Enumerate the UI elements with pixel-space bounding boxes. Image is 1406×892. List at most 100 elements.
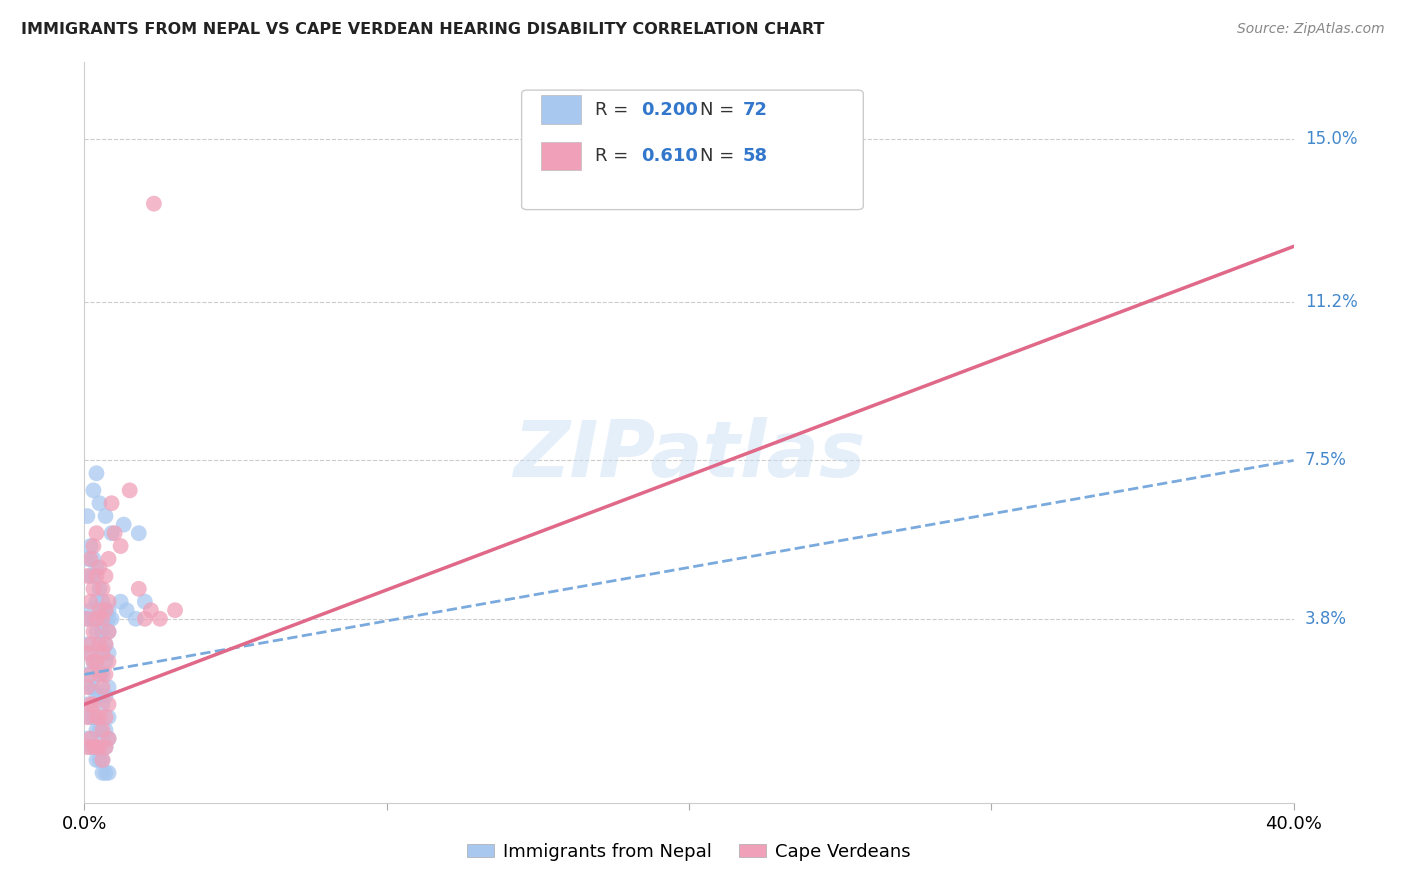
Point	[86, 624, 108, 639]
Point	[86, 612, 108, 626]
Point	[91, 612, 114, 626]
Point	[97, 710, 120, 724]
Point	[86, 595, 108, 609]
Point	[76, 552, 98, 566]
Point	[97, 765, 120, 780]
Point	[79, 539, 101, 553]
Text: ZIPatlas: ZIPatlas	[513, 417, 865, 493]
Point	[97, 731, 120, 746]
Point	[115, 603, 138, 617]
Point	[82, 655, 104, 669]
Point	[89, 689, 111, 703]
Point	[86, 467, 108, 481]
Point	[97, 624, 120, 639]
Point	[94, 710, 117, 724]
Text: Source: ZipAtlas.com: Source: ZipAtlas.com	[1237, 22, 1385, 37]
Point	[82, 710, 104, 724]
Point	[125, 612, 148, 626]
Point	[79, 698, 101, 712]
Point	[91, 680, 114, 694]
Point	[94, 637, 117, 651]
Point	[97, 698, 120, 712]
Point	[97, 624, 120, 639]
Point	[97, 680, 120, 694]
Point	[86, 723, 108, 737]
Point	[86, 655, 108, 669]
Text: 0.610: 0.610	[641, 147, 697, 165]
Point	[91, 624, 114, 639]
Point	[86, 689, 108, 703]
Text: 7.5%: 7.5%	[1305, 451, 1347, 469]
Text: R =: R =	[595, 101, 634, 119]
Point	[82, 539, 104, 553]
Point	[89, 723, 111, 737]
Point	[139, 603, 162, 617]
Point	[76, 680, 98, 694]
Text: 11.2%: 11.2%	[1305, 293, 1357, 311]
Point	[100, 496, 122, 510]
Point	[89, 603, 111, 617]
Point	[89, 753, 111, 767]
Text: N =: N =	[700, 147, 740, 165]
Point	[89, 582, 111, 596]
Point	[89, 496, 111, 510]
Point	[79, 569, 101, 583]
Point	[89, 667, 111, 681]
Point	[79, 667, 101, 681]
Point	[94, 740, 117, 755]
Point	[91, 667, 114, 681]
Point	[100, 612, 122, 626]
Point	[76, 646, 98, 660]
Point	[91, 753, 114, 767]
Point	[79, 710, 101, 724]
Text: 3.8%: 3.8%	[1305, 610, 1347, 628]
Point	[94, 569, 117, 583]
Point	[91, 723, 114, 737]
Point	[94, 689, 117, 703]
Point	[86, 740, 108, 755]
Point	[112, 517, 135, 532]
Text: N =: N =	[700, 101, 740, 119]
Point	[86, 655, 108, 669]
Point	[86, 710, 108, 724]
Point	[142, 196, 165, 211]
Point	[134, 612, 156, 626]
Point	[82, 612, 104, 626]
Point	[91, 753, 114, 767]
Text: 15.0%: 15.0%	[1305, 130, 1357, 148]
Point	[82, 582, 104, 596]
Point	[89, 612, 111, 626]
Point	[94, 637, 117, 651]
Point	[91, 698, 114, 712]
Point	[82, 624, 104, 639]
Point	[94, 509, 117, 524]
Point	[91, 765, 114, 780]
Point	[82, 483, 104, 498]
Text: IMMIGRANTS FROM NEPAL VS CAPE VERDEAN HEARING DISABILITY CORRELATION CHART: IMMIGRANTS FROM NEPAL VS CAPE VERDEAN HE…	[21, 22, 824, 37]
Point	[76, 667, 98, 681]
Point	[94, 655, 117, 669]
Point	[76, 612, 98, 626]
Point	[165, 603, 187, 617]
Point	[76, 731, 98, 746]
Point	[89, 667, 111, 681]
Point	[89, 710, 111, 724]
Point	[110, 539, 132, 553]
Point	[86, 753, 108, 767]
Point	[94, 765, 117, 780]
Point	[86, 560, 108, 574]
Point	[149, 612, 172, 626]
Point	[94, 603, 117, 617]
Point	[97, 655, 120, 669]
Point	[100, 526, 122, 541]
Point	[76, 612, 98, 626]
Point	[89, 637, 111, 651]
Point	[94, 740, 117, 755]
Point	[97, 552, 120, 566]
Point	[79, 680, 101, 694]
Point	[79, 603, 101, 617]
Point	[76, 710, 98, 724]
Point	[110, 595, 132, 609]
Point	[97, 603, 120, 617]
Point	[79, 646, 101, 660]
